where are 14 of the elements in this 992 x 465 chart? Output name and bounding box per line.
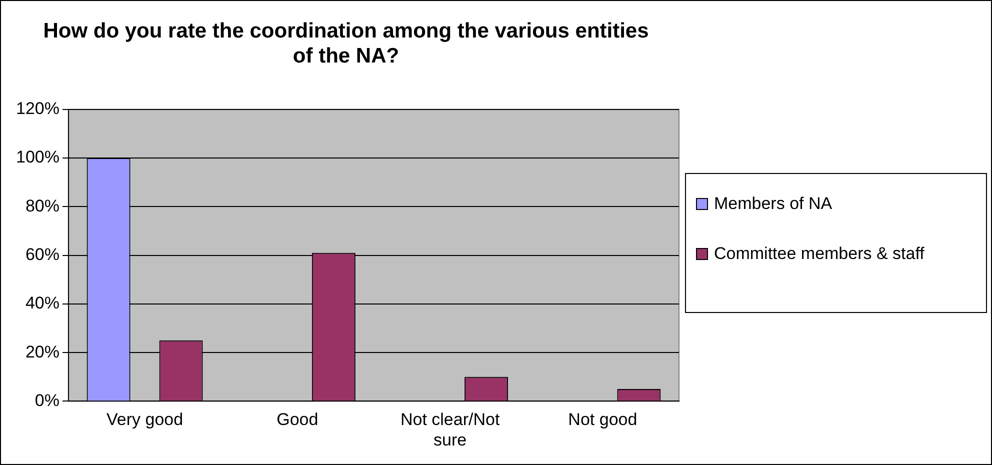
x-tick-label: Not good: [568, 410, 638, 430]
y-tick-label: 120%: [16, 99, 60, 118]
y-tick-label: 0%: [34, 390, 60, 410]
chart-title: How do you rate the coordination among the various entities of the NA?: [43, 19, 649, 68]
y-tick-label: 20%: [25, 342, 60, 362]
x-tick-label: Not clear/Not sure: [400, 410, 500, 450]
y-tick-label: 100%: [16, 148, 60, 167]
x-tick-label: Good: [276, 410, 318, 430]
legend-label: Members of NA: [714, 194, 832, 214]
y-tick-label: 60%: [25, 244, 60, 264]
y-tick-label: 80%: [25, 196, 60, 216]
y-tick-label: 40%: [25, 294, 60, 313]
x-tick-label: Very good: [106, 410, 184, 430]
legend-label: Committee members & staff: [714, 244, 924, 264]
